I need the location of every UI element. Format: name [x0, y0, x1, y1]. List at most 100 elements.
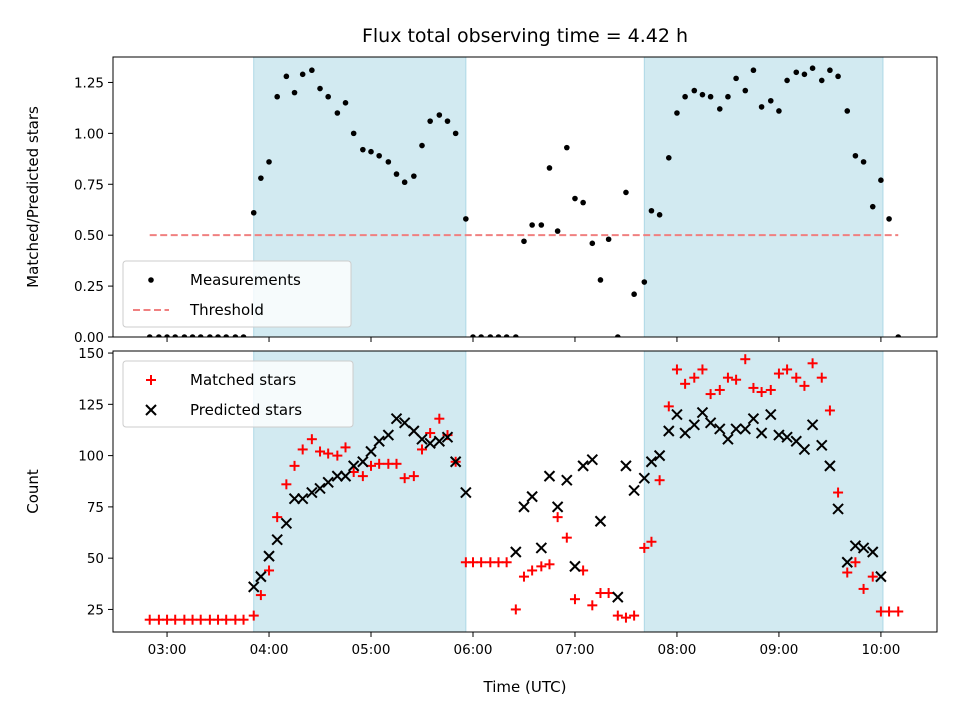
data-point	[781, 431, 793, 443]
data-point	[750, 67, 757, 74]
legend-label: Threshold	[189, 301, 264, 319]
data-point	[875, 570, 887, 583]
data-point	[215, 334, 221, 337]
data-point	[536, 561, 547, 572]
data-point	[798, 443, 811, 456]
data-point	[564, 144, 570, 151]
marker-stroke	[857, 542, 870, 554]
data-point	[782, 364, 793, 375]
data-point	[390, 412, 403, 425]
legend-label: Matched stars	[190, 371, 296, 389]
marker-stroke	[645, 456, 658, 468]
data-point	[646, 536, 657, 547]
data-point	[639, 542, 650, 553]
marker-stroke	[433, 435, 446, 447]
data-point	[589, 240, 596, 247]
data-point	[452, 130, 459, 137]
marker-stroke	[339, 470, 352, 482]
data-point	[714, 423, 726, 435]
data-point	[824, 460, 836, 472]
plot-area	[146, 65, 902, 337]
marker-stroke	[790, 435, 802, 447]
marker-stroke	[730, 423, 742, 435]
data-point	[291, 89, 298, 96]
data-point	[510, 604, 521, 615]
data-point	[535, 542, 548, 554]
y-tick-label: 1.00	[74, 126, 104, 142]
marker-stroke	[620, 460, 632, 472]
marker-stroke	[739, 423, 751, 435]
y-tick-label: 25	[87, 602, 104, 618]
data-point	[755, 427, 768, 439]
data-point	[561, 474, 573, 486]
marker-stroke	[255, 570, 267, 583]
data-point	[731, 374, 742, 385]
data-point	[263, 550, 275, 562]
data-point	[373, 435, 385, 447]
data-point	[699, 91, 706, 98]
marker-stroke	[441, 431, 454, 443]
data-point	[339, 470, 352, 482]
data-point	[597, 277, 604, 283]
data-point	[382, 429, 395, 441]
panel-top: 0.00 0.25 0.50 0.75 1.00 1.25 Matched/Predicte…	[24, 56, 938, 346]
data-point	[554, 228, 561, 234]
data-point	[255, 590, 266, 601]
data-point	[827, 67, 833, 74]
data-point	[631, 291, 637, 298]
data-point	[357, 456, 369, 468]
data-point	[527, 565, 538, 576]
data-point	[893, 606, 904, 617]
data-point	[521, 238, 527, 245]
data-point	[546, 165, 553, 171]
data-point	[296, 492, 309, 505]
data-point	[513, 334, 519, 337]
data-point	[858, 583, 869, 594]
data-point	[860, 159, 867, 165]
y-tick-label: 125	[78, 397, 104, 413]
data-point	[835, 73, 841, 80]
axes-frame	[112, 350, 938, 633]
data-point	[852, 152, 859, 159]
marker-stroke	[747, 412, 760, 425]
data-point	[314, 482, 326, 495]
data-point	[725, 93, 731, 100]
marker-stroke	[653, 449, 666, 462]
data-point	[878, 177, 884, 183]
data-point	[656, 212, 663, 218]
data-point	[663, 401, 674, 412]
marker-stroke	[577, 460, 589, 472]
data-point	[306, 486, 318, 499]
data-point	[417, 444, 427, 455]
marker-stroke	[849, 540, 862, 552]
data-point	[679, 427, 691, 439]
data-point	[577, 460, 589, 472]
marker-stroke	[510, 546, 522, 558]
legend: Matched stars Predicted stars	[122, 360, 354, 428]
data-point	[586, 454, 599, 466]
data-point	[340, 442, 351, 453]
data-point	[801, 71, 808, 78]
data-point	[572, 195, 578, 202]
data-point	[793, 69, 800, 76]
marker-stroke	[561, 474, 573, 486]
data-point	[172, 334, 179, 337]
data-point	[419, 142, 425, 149]
data-point	[223, 334, 229, 337]
data-point	[221, 614, 232, 625]
data-point	[615, 334, 621, 337]
data-point	[850, 557, 861, 568]
data-point	[740, 354, 751, 365]
data-point	[756, 387, 767, 398]
data-point	[645, 456, 658, 468]
data-point	[806, 419, 819, 431]
data-point	[526, 490, 538, 503]
marker-stroke	[638, 472, 651, 484]
data-point	[248, 610, 259, 621]
marker-stroke	[586, 454, 599, 466]
data-point	[748, 382, 759, 393]
data-point	[323, 448, 334, 459]
data-point	[399, 473, 410, 484]
data-point	[347, 460, 360, 472]
marker-stroke	[798, 443, 811, 456]
